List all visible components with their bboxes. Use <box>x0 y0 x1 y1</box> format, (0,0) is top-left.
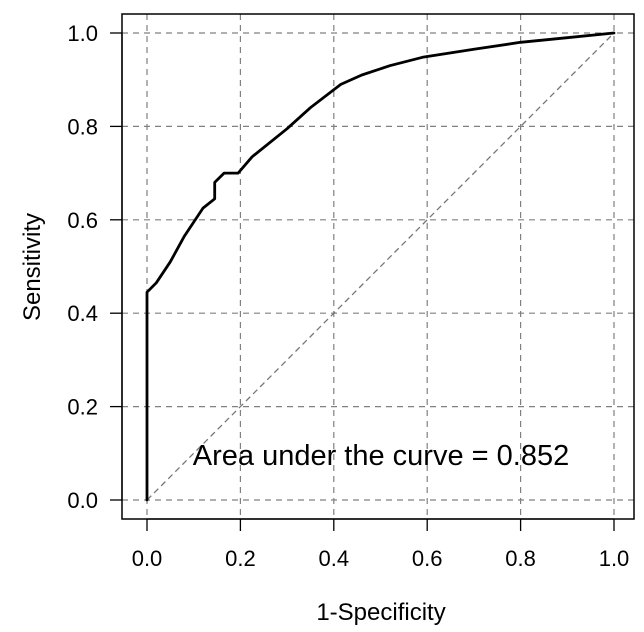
x-axis: 0.0 0.2 0.4 0.6 0.8 1.0 <box>132 518 630 571</box>
x-tick-label: 0.6 <box>412 546 443 571</box>
curve-layer <box>145 31 616 502</box>
y-axis: 0.0 0.2 0.4 0.6 0.8 1.0 <box>67 21 123 513</box>
y-tick-label: 0.4 <box>67 301 98 326</box>
auc-annotation: Area under the curve = 0.852 <box>193 440 569 472</box>
y-tick-label: 0.8 <box>67 114 98 139</box>
x-tick-label: 0.4 <box>319 546 350 571</box>
y-tick-label: 1.0 <box>67 21 98 46</box>
grid-layer <box>122 14 634 519</box>
roc-curve-line <box>145 31 616 502</box>
x-tick-label: 0.2 <box>225 546 256 571</box>
y-tick-label: 0.0 <box>67 488 98 513</box>
y-tick-label: 0.6 <box>67 208 98 233</box>
x-tick-label: 0.0 <box>132 546 163 571</box>
reference-diagonal-line <box>146 32 615 501</box>
x-tick-label: 1.0 <box>599 546 630 571</box>
y-tick-label: 0.2 <box>67 395 98 420</box>
y-axis-label: Sensitivity <box>19 213 46 321</box>
reference-line-layer <box>146 32 615 501</box>
x-tick-label: 0.8 <box>505 546 536 571</box>
x-axis-label: 1-Specificity <box>316 599 445 626</box>
